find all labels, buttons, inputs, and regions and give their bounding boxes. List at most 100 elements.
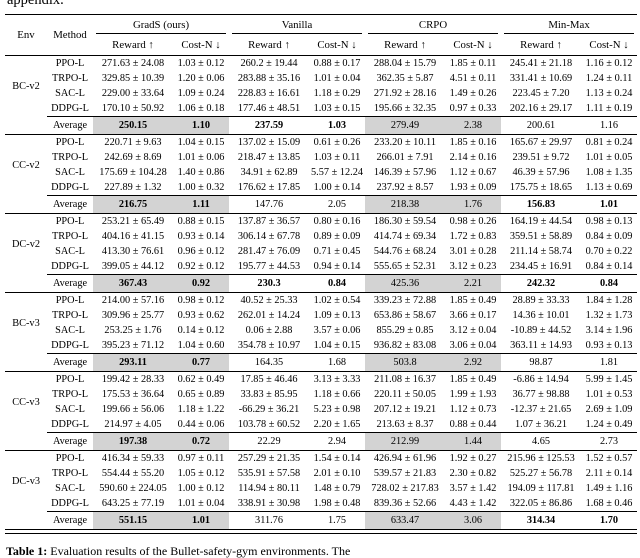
reward-value-cell: -66.29 ± 36.21 bbox=[238, 404, 300, 415]
average-cost-cell: 2.73 bbox=[581, 432, 638, 451]
env-label: CC-v3 bbox=[12, 396, 40, 408]
reward-value-cell: 17.85 ± 46.46 bbox=[240, 374, 298, 385]
cost-value-cell: 3.13 ± 3.33 bbox=[313, 374, 361, 385]
table-row: TRPO-L 404.16 ± 41.15 0.93 ± 0.14 306.14 ± … bbox=[5, 229, 637, 244]
reward-value-cell: 237.92 ± 8.57 bbox=[376, 182, 434, 193]
cost-value-cell: 0.93 ± 0.13 bbox=[585, 340, 633, 351]
reward-value-cell: 331.41 ± 10.69 bbox=[509, 73, 573, 84]
reward-value-cell: -12.37 ± 21.65 bbox=[510, 404, 572, 415]
cost-value-cell: 0.97 ± 0.33 bbox=[449, 103, 497, 114]
average-reward-cell: 216.75 bbox=[93, 195, 173, 214]
reward-value-cell: 214.00 ± 57.16 bbox=[101, 295, 165, 306]
caption-label: Table 1: bbox=[6, 544, 48, 558]
cost-value-cell: 0.44 ± 0.06 bbox=[177, 419, 225, 430]
reward-value-cell: 36.77 ± 98.88 bbox=[512, 389, 570, 400]
cost-value-cell: 1.05 ± 0.12 bbox=[177, 468, 225, 479]
average-label: Average bbox=[47, 432, 93, 451]
bottomrule bbox=[5, 529, 638, 534]
env-spacer bbox=[5, 432, 47, 451]
average-row: Average 551.15 1.01 311.76 1.75 633.47 3.06 314… bbox=[5, 511, 638, 530]
cost-value-cell: 1.01 ± 0.04 bbox=[177, 498, 225, 509]
method-label: DDPG-L bbox=[51, 261, 89, 272]
reward-value-cell: 137.87 ± 36.57 bbox=[237, 216, 301, 227]
env-spacer bbox=[5, 195, 47, 214]
reward-value-cell: 239.51 ± 9.72 bbox=[512, 152, 570, 163]
method-label: PPO-L bbox=[55, 58, 85, 69]
cost-value-cell: 1.09 ± 0.13 bbox=[313, 310, 361, 321]
reward-value-cell: 207.12 ± 19.21 bbox=[373, 404, 437, 415]
table-row: DC-v2 PPO-L 253.21 ± 65.49 0.88 ± 0.15 137.8… bbox=[5, 214, 637, 250]
table-row: DC-v3 PPO-L 416.34 ± 59.33 0.97 ± 0.11 257.2… bbox=[5, 451, 637, 487]
reward-value-cell: 202.16 ± 29.17 bbox=[509, 103, 573, 114]
average-reward-cell: 311.76 bbox=[229, 511, 310, 530]
cost-value-cell: 1.49 ± 1.16 bbox=[585, 483, 633, 494]
cost-value-cell: 0.61 ± 0.26 bbox=[313, 137, 361, 148]
cost-value-cell: 3.01 ± 0.28 bbox=[449, 246, 497, 257]
reward-value-cell: 839.36 ± 52.66 bbox=[373, 498, 437, 509]
average-reward-cell: 425.36 bbox=[365, 274, 446, 293]
results-table: Env Method GradS (ours) Vanilla CRPO Min… bbox=[5, 14, 638, 534]
reward-value-cell: 936.82 ± 83.08 bbox=[373, 340, 437, 351]
reward-value-cell: 359.51 ± 58.89 bbox=[509, 231, 573, 242]
cost-value-cell: 1.84 ± 1.28 bbox=[585, 295, 633, 306]
cost-value-cell: 1.24 ± 0.11 bbox=[585, 73, 633, 84]
cost-value-cell: 0.98 ± 0.13 bbox=[585, 216, 633, 227]
env-label: CC-v2 bbox=[12, 159, 40, 171]
env-spacer bbox=[5, 274, 47, 293]
reward-value-cell: 164.19 ± 44.54 bbox=[509, 216, 573, 227]
reward-value-cell: 228.83 ± 16.61 bbox=[237, 88, 301, 99]
cost-value-cell: 1.18 ± 0.29 bbox=[313, 88, 361, 99]
average-reward-cell: 98.87 bbox=[501, 353, 582, 372]
reward-value-cell: 165.67 ± 29.97 bbox=[509, 137, 573, 148]
table-footer bbox=[5, 529, 638, 534]
cost-value-cell: 1.85 ± 0.49 bbox=[449, 295, 497, 306]
average-row: Average 367.43 0.92 230.3 0.84 425.36 2.21 242.… bbox=[5, 274, 638, 293]
average-cost-cell: 1.11 bbox=[173, 195, 230, 214]
method-label: TRPO-L bbox=[51, 152, 89, 163]
reward-value-cell: 146.39 ± 57.96 bbox=[373, 167, 437, 178]
reward-value-cell: 539.57 ± 21.83 bbox=[373, 468, 437, 479]
reward-value-cell: 413.30 ± 76.61 bbox=[101, 246, 165, 257]
cost-value-cell: 4.43 ± 1.42 bbox=[449, 498, 497, 509]
method-label: SAC-L bbox=[55, 88, 85, 99]
reward-value-cell: 175.75 ± 18.65 bbox=[509, 182, 573, 193]
table-row: TRPO-L 175.53 ± 36.64 0.65 ± 0.89 33.83 ± 8… bbox=[5, 387, 637, 402]
cost-value-cell: 1.49 ± 0.26 bbox=[449, 88, 497, 99]
method-label: TRPO-L bbox=[51, 231, 89, 242]
average-reward-cell: 164.35 bbox=[229, 353, 310, 372]
cost-value-cell: 1.02 ± 0.54 bbox=[313, 295, 361, 306]
env-label: DC-v3 bbox=[11, 475, 41, 487]
cost-value-cell: 1.18 ± 1.22 bbox=[177, 404, 225, 415]
average-cost-cell: 3.06 bbox=[445, 511, 502, 530]
table-row: SAC-L 413.30 ± 76.61 0.96 ± 0.12 281.47 ± 7… bbox=[5, 244, 637, 259]
cost-value-cell: 1.04 ± 0.15 bbox=[177, 137, 225, 148]
reward-value-cell: 199.66 ± 56.06 bbox=[101, 404, 165, 415]
average-reward-cell: 230.3 bbox=[229, 274, 310, 293]
table-row: TRPO-L 242.69 ± 8.69 1.01 ± 0.06 218.47 ± 1… bbox=[5, 150, 637, 165]
env-spacer bbox=[5, 116, 47, 135]
reward-value-cell: 170.10 ± 50.92 bbox=[101, 103, 165, 114]
reward-value-cell: 329.85 ± 10.39 bbox=[101, 73, 165, 84]
cost-value-cell: 0.96 ± 0.12 bbox=[177, 246, 225, 257]
cost-value-cell: 1.93 ± 0.09 bbox=[449, 182, 497, 193]
reward-value-cell: 211.14 ± 58.74 bbox=[510, 246, 572, 257]
header-reward: Reward ↑ bbox=[501, 34, 582, 56]
cost-value-cell: 0.92 ± 0.12 bbox=[177, 261, 225, 272]
cost-value-cell: 1.03 ± 0.12 bbox=[177, 58, 225, 69]
reward-value-cell: 234.45 ± 16.91 bbox=[509, 261, 573, 272]
cost-value-cell: 1.20 ± 0.06 bbox=[177, 73, 225, 84]
reward-value-cell: 362.35 ± 5.87 bbox=[376, 73, 434, 84]
env-spacer bbox=[5, 511, 47, 530]
average-reward-cell: 314.34 bbox=[501, 511, 582, 530]
average-row: Average 250.15 1.10 237.59 1.03 279.49 2.38 200… bbox=[5, 116, 638, 135]
env-label: BC-v3 bbox=[12, 317, 40, 329]
reward-value-cell: 175.69 ± 104.28 bbox=[99, 167, 167, 178]
table-row: DDPG-L 227.89 ± 1.32 1.00 ± 0.32 176.62 ± 1… bbox=[5, 180, 637, 196]
cost-value-cell: 5.23 ± 0.98 bbox=[313, 404, 361, 415]
average-cost-cell: 0.92 bbox=[173, 274, 230, 293]
average-label: Average bbox=[47, 116, 93, 135]
reward-value-cell: -10.89 ± 44.52 bbox=[510, 325, 572, 336]
method-label: SAC-L bbox=[55, 325, 85, 336]
average-reward-cell: 293.11 bbox=[93, 353, 173, 372]
reward-value-cell: 33.83 ± 85.95 bbox=[240, 389, 298, 400]
